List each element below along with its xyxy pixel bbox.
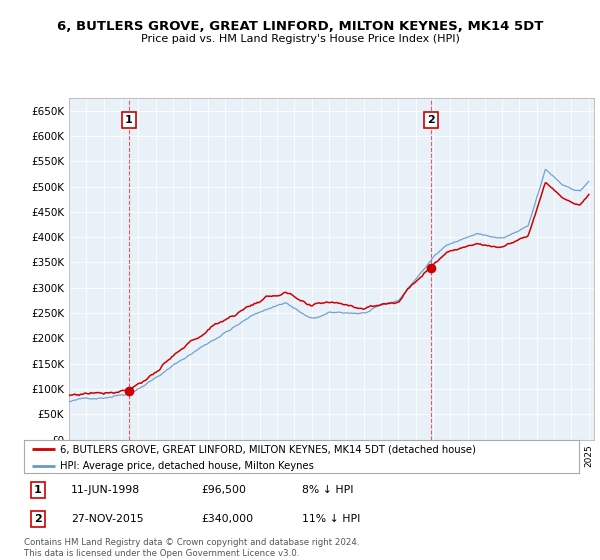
Text: 6, BUTLERS GROVE, GREAT LINFORD, MILTON KEYNES, MK14 5DT (detached house): 6, BUTLERS GROVE, GREAT LINFORD, MILTON … (60, 444, 476, 454)
Text: 11-JUN-1998: 11-JUN-1998 (71, 485, 140, 495)
Text: Contains HM Land Registry data © Crown copyright and database right 2024.
This d: Contains HM Land Registry data © Crown c… (24, 538, 359, 558)
Text: HPI: Average price, detached house, Milton Keynes: HPI: Average price, detached house, Milt… (60, 461, 314, 471)
Text: 27-NOV-2015: 27-NOV-2015 (71, 514, 144, 524)
Text: 6, BUTLERS GROVE, GREAT LINFORD, MILTON KEYNES, MK14 5DT: 6, BUTLERS GROVE, GREAT LINFORD, MILTON … (57, 20, 543, 32)
Text: 2: 2 (34, 514, 42, 524)
Text: £340,000: £340,000 (202, 514, 254, 524)
Text: Price paid vs. HM Land Registry's House Price Index (HPI): Price paid vs. HM Land Registry's House … (140, 34, 460, 44)
Text: 11% ↓ HPI: 11% ↓ HPI (302, 514, 360, 524)
Text: 1: 1 (34, 485, 42, 495)
Text: 1: 1 (125, 115, 133, 125)
Text: £96,500: £96,500 (202, 485, 247, 495)
Text: 2: 2 (427, 115, 435, 125)
Text: 8% ↓ HPI: 8% ↓ HPI (302, 485, 353, 495)
